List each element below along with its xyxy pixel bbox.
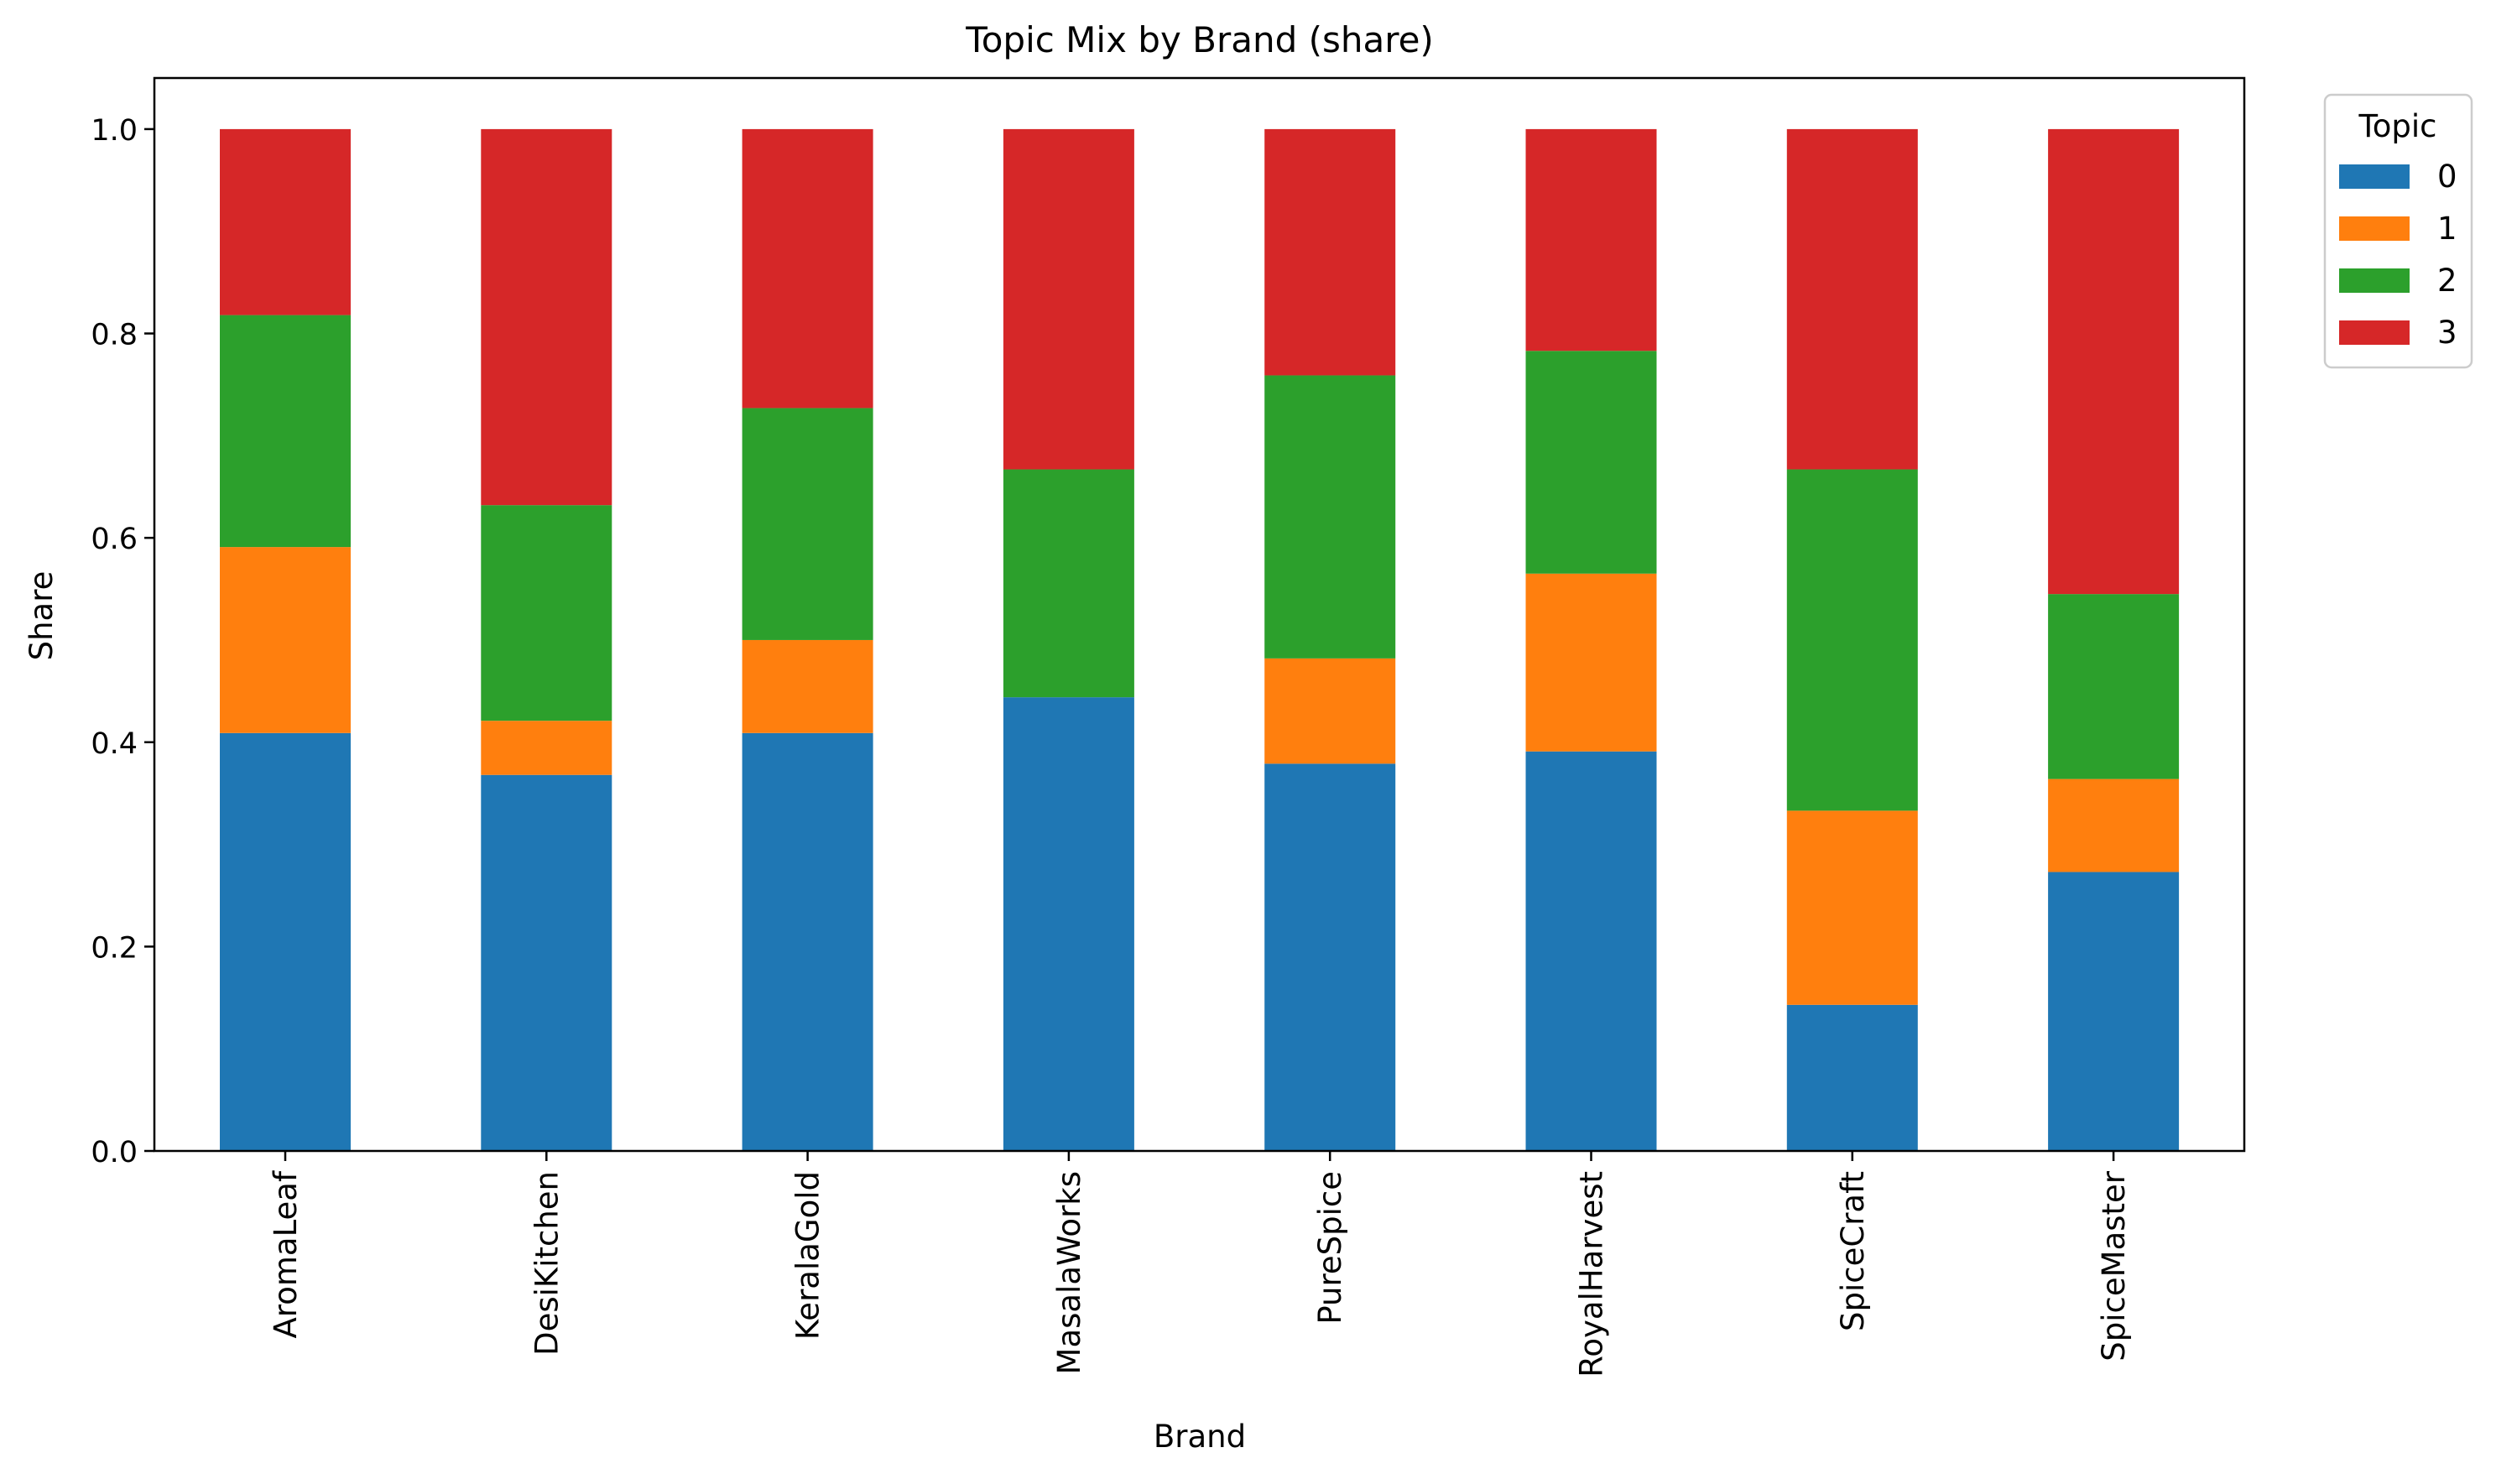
bar-SpiceCraft-topic-3 bbox=[1786, 128, 1918, 470]
x-tick-label: SpiceMaster bbox=[2096, 1170, 2132, 1362]
bar-MasalaWorks-topic-2 bbox=[1003, 469, 1134, 698]
x-tick-label: SpiceCraft bbox=[1835, 1171, 1871, 1331]
bar-SpiceMaster-topic-3 bbox=[2048, 128, 2180, 595]
bar-AromaLeaf-topic-0 bbox=[220, 732, 351, 1151]
x-tick-label: KeralaGold bbox=[790, 1171, 826, 1340]
bar-DesiKitchen-topic-2 bbox=[481, 505, 612, 721]
y-tick-label: 0.6 bbox=[91, 523, 138, 556]
x-tick-label: DesiKitchen bbox=[529, 1171, 565, 1356]
bars-layer bbox=[220, 128, 2180, 1151]
x-tick-label: MasalaWorks bbox=[1051, 1171, 1087, 1374]
legend: Topic 0 1 2 3 bbox=[2323, 93, 2473, 369]
bar-PureSpice-topic-1 bbox=[1264, 658, 1396, 764]
y-tick-label: 0.4 bbox=[91, 727, 138, 761]
bar-AromaLeaf-topic-3 bbox=[220, 128, 351, 315]
bar-AromaLeaf-topic-1 bbox=[220, 547, 351, 733]
legend-swatch-topic-1 bbox=[2339, 216, 2410, 241]
bar-SpiceCraft-topic-2 bbox=[1786, 469, 1918, 811]
bar-PureSpice-topic-2 bbox=[1264, 375, 1396, 659]
bar-MasalaWorks-topic-3 bbox=[1003, 128, 1134, 470]
plot-frame bbox=[153, 76, 2246, 1153]
bar-PureSpice-topic-3 bbox=[1264, 128, 1396, 376]
y-tick-label: 1.0 bbox=[91, 114, 138, 148]
legend-label-topic-0: 0 bbox=[2437, 159, 2457, 195]
bar-KeralaGold-topic-1 bbox=[742, 639, 873, 733]
bar-SpiceCraft-topic-1 bbox=[1786, 810, 1918, 1005]
bar-SpiceMaster-topic-1 bbox=[2048, 778, 2180, 872]
bar-SpiceCraft-topic-0 bbox=[1786, 1004, 1918, 1151]
y-axis: 0.0 0.2 0.4 0.6 0.8 1.0 bbox=[91, 114, 154, 1169]
x-tick-label: AromaLeaf bbox=[268, 1170, 304, 1338]
legend-title: Topic bbox=[2358, 108, 2436, 144]
bar-RoyalHarvest-topic-3 bbox=[1525, 128, 1657, 351]
bar-MasalaWorks-topic-0 bbox=[1003, 697, 1134, 1151]
bar-KeralaGold-topic-2 bbox=[742, 408, 873, 640]
bar-SpiceMaster-topic-0 bbox=[2048, 872, 2180, 1151]
y-axis-label: Share bbox=[23, 571, 60, 661]
bar-RoyalHarvest-topic-0 bbox=[1525, 751, 1657, 1151]
x-axis: AromaLeaf DesiKitchen KeralaGold MasalaWork… bbox=[268, 1151, 2132, 1377]
bar-DesiKitchen-topic-3 bbox=[481, 128, 612, 506]
chart-title: Topic Mix by Brand (share) bbox=[965, 19, 1434, 60]
bar-KeralaGold-topic-3 bbox=[742, 128, 873, 409]
bar-AromaLeaf-topic-2 bbox=[220, 315, 351, 548]
x-tick-label: PureSpice bbox=[1312, 1171, 1348, 1325]
bar-DesiKitchen-topic-1 bbox=[481, 721, 612, 775]
bar-RoyalHarvest-topic-1 bbox=[1525, 573, 1657, 752]
legend-items: 0 1 2 3 bbox=[2339, 159, 2457, 351]
legend-label-topic-2: 2 bbox=[2437, 263, 2457, 299]
y-tick-label: 0.8 bbox=[91, 319, 138, 352]
y-tick-label: 0.2 bbox=[91, 931, 138, 965]
x-axis-label: Brand bbox=[1154, 1419, 1246, 1455]
bar-PureSpice-topic-0 bbox=[1264, 763, 1396, 1151]
bar-SpiceMaster-topic-2 bbox=[2048, 594, 2180, 779]
bar-DesiKitchen-topic-0 bbox=[481, 774, 612, 1151]
y-tick-label: 0.0 bbox=[91, 1136, 138, 1169]
legend-label-topic-3: 3 bbox=[2437, 315, 2457, 351]
legend-swatch-topic-0 bbox=[2339, 164, 2410, 189]
legend-swatch-topic-2 bbox=[2339, 268, 2410, 293]
bar-KeralaGold-topic-0 bbox=[742, 732, 873, 1151]
bar-RoyalHarvest-topic-2 bbox=[1525, 351, 1657, 574]
legend-label-topic-1: 1 bbox=[2437, 211, 2457, 247]
x-tick-label: RoyalHarvest bbox=[1574, 1171, 1610, 1377]
legend-swatch-topic-3 bbox=[2339, 320, 2410, 345]
